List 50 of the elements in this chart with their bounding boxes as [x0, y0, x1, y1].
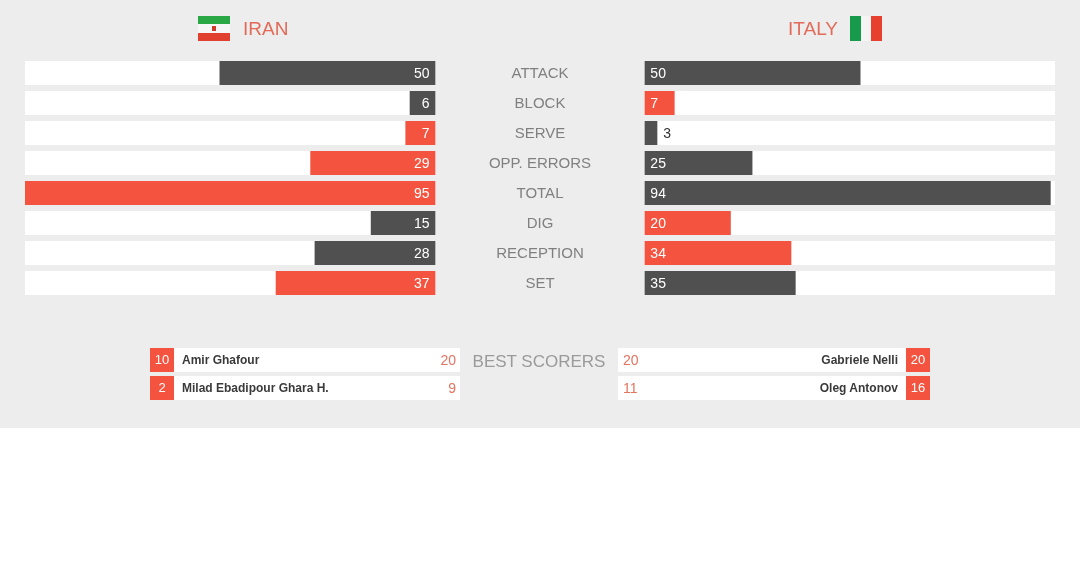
data-label: 25 — [650, 154, 667, 171]
y-tick-label: SERVE — [514, 124, 566, 142]
data-label: 95 — [414, 184, 430, 201]
bar — [644, 241, 792, 265]
bar — [644, 61, 861, 85]
chart-title: ITALY — [788, 17, 838, 41]
bar — [644, 121, 658, 145]
y-tick-label: OPP. ERRORS — [488, 154, 592, 172]
data-label: 7 — [650, 94, 659, 111]
number-badge: 2 — [150, 376, 174, 400]
bar — [644, 211, 731, 235]
data-label: 29 — [414, 154, 430, 171]
bar — [310, 151, 436, 175]
bar — [644, 271, 796, 295]
bar — [314, 241, 436, 265]
text: BEST SCORERS — [471, 352, 607, 372]
data-label: 35 — [650, 274, 667, 291]
row-panel: Milad Ebadipour Ghara H. 9 — [174, 376, 460, 400]
data-label: 7 — [421, 124, 430, 141]
row-panel: Amir Ghafour 20 — [174, 348, 460, 372]
bar — [275, 271, 436, 295]
y-tick-label: SET — [525, 274, 555, 292]
y-tick-label: BLOCK — [514, 94, 566, 112]
data-label: 20 — [650, 214, 667, 231]
data-label: 50 — [414, 64, 430, 81]
number-badge: 20 — [906, 348, 930, 372]
bar — [219, 61, 436, 85]
data-label: 94 — [650, 184, 667, 201]
bar — [405, 121, 436, 145]
bar — [644, 151, 753, 175]
y-tick-label: TOTAL — [516, 184, 564, 202]
row-panel: 11 Oleg Antonov — [618, 376, 906, 400]
y-tick-label: RECEPTION — [496, 244, 584, 262]
chart-title: IRAN — [243, 17, 289, 41]
y-tick-label: ATTACK — [511, 64, 569, 82]
bar — [370, 211, 436, 235]
number-badge: 10 — [150, 348, 174, 372]
data-label: 28 — [414, 244, 430, 261]
data-label: 6 — [421, 94, 430, 111]
bar — [644, 91, 675, 115]
row-panel: 20 Gabriele Nelli — [618, 348, 906, 372]
data-label: 37 — [414, 274, 430, 291]
data-label: 34 — [650, 244, 667, 261]
bar — [25, 181, 436, 205]
bar — [644, 181, 1051, 205]
data-label: 50 — [650, 64, 667, 81]
number-badge: 16 — [906, 376, 930, 400]
data-label: 15 — [414, 214, 430, 231]
y-tick-label: DIG — [526, 214, 554, 232]
data-label: 3 — [663, 124, 672, 141]
